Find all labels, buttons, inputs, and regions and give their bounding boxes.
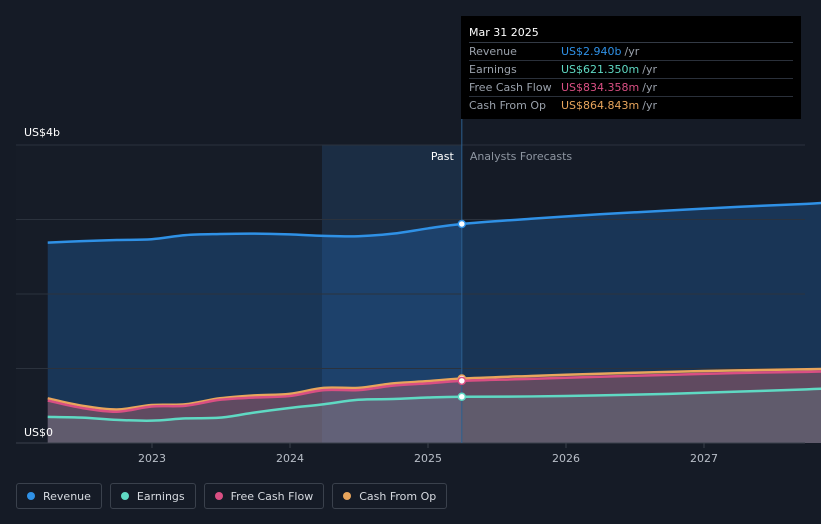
tooltip-unit: /yr xyxy=(642,99,657,112)
legend-dot-icon xyxy=(343,492,352,500)
tooltip-value-text: US$2.940b xyxy=(561,45,622,58)
chart-legend: Revenue Earnings Free Cash Flow Cash Fro… xyxy=(16,483,448,511)
legend-item-revenue[interactable]: Revenue xyxy=(16,483,102,509)
tooltip-label: Cash From Op xyxy=(469,99,547,112)
tooltip-row-free-cash-flow: Free Cash Flow US$834.358m/yr xyxy=(469,79,793,97)
tooltip-row-earnings: Earnings US$621.350m/yr xyxy=(469,61,793,79)
legend-dot-icon xyxy=(120,492,129,500)
tooltip-value: US$864.843m/yr xyxy=(561,97,657,114)
point-free-cash-flow xyxy=(457,376,467,386)
tooltip-unit: /yr xyxy=(642,81,657,94)
legend-label: Revenue xyxy=(43,489,91,503)
y-axis-bottom-label: US$0 xyxy=(24,426,53,439)
area-free-cash-flow xyxy=(47,371,821,443)
line-free-cash-flow xyxy=(47,370,821,413)
tooltip-unit: /yr xyxy=(642,63,657,76)
legend-item-cash-from-op[interactable]: Cash From Op xyxy=(332,483,448,509)
x-tick-label: 2027 xyxy=(690,452,718,465)
y-axis-top-label: US$4b xyxy=(24,126,60,139)
tooltip-label: Free Cash Flow xyxy=(469,81,552,94)
point-earnings xyxy=(457,392,467,401)
line-earnings xyxy=(47,387,821,422)
tooltip-value-text: US$834.358m xyxy=(561,81,640,94)
point-revenue xyxy=(457,219,467,229)
tooltip-value: US$621.350m/yr xyxy=(561,61,657,78)
tooltip-label: Revenue xyxy=(469,45,517,58)
tooltip-unit: /yr xyxy=(624,45,640,58)
legend-dot-icon xyxy=(214,492,223,500)
tooltip-value: US$2.940b/yr xyxy=(561,43,639,60)
tooltip-value-text: US$621.350m xyxy=(561,63,640,76)
legend-label: Earnings xyxy=(136,489,185,503)
tooltip-panel: Mar 31 2025 Revenue US$2.940b/yr Earning… xyxy=(461,16,801,119)
legend-item-free-cash-flow[interactable]: Free Cash Flow xyxy=(203,483,325,509)
line-cash-from-op xyxy=(47,367,821,411)
x-tick-label: 2023 xyxy=(138,452,166,465)
forecast-label: Analysts Forecasts xyxy=(470,150,573,163)
x-tick-label: 2025 xyxy=(414,452,442,465)
tooltip-value-text: US$864.843m xyxy=(561,99,640,112)
tooltip-row-cash-from-op: Cash From Op US$864.843m/yr xyxy=(469,97,793,114)
past-label: Past xyxy=(431,150,455,163)
area-cash-from-op xyxy=(47,368,821,443)
area-earnings xyxy=(47,388,821,443)
legend-label: Cash From Op xyxy=(359,489,437,503)
tooltip-value: US$834.358m/yr xyxy=(561,79,657,96)
tooltip-date: Mar 31 2025 xyxy=(469,24,793,43)
area-revenue xyxy=(47,203,821,443)
tooltip-label: Earnings xyxy=(469,63,517,76)
x-tick-label: 2024 xyxy=(276,452,304,465)
tooltip-row-revenue: Revenue US$2.940b/yr xyxy=(469,43,793,61)
legend-label: Free Cash Flow xyxy=(230,489,314,503)
legend-item-earnings[interactable]: Earnings xyxy=(109,483,196,509)
x-tick-label: 2026 xyxy=(552,452,580,465)
line-revenue xyxy=(47,201,821,244)
legend-dot-icon xyxy=(27,492,35,500)
